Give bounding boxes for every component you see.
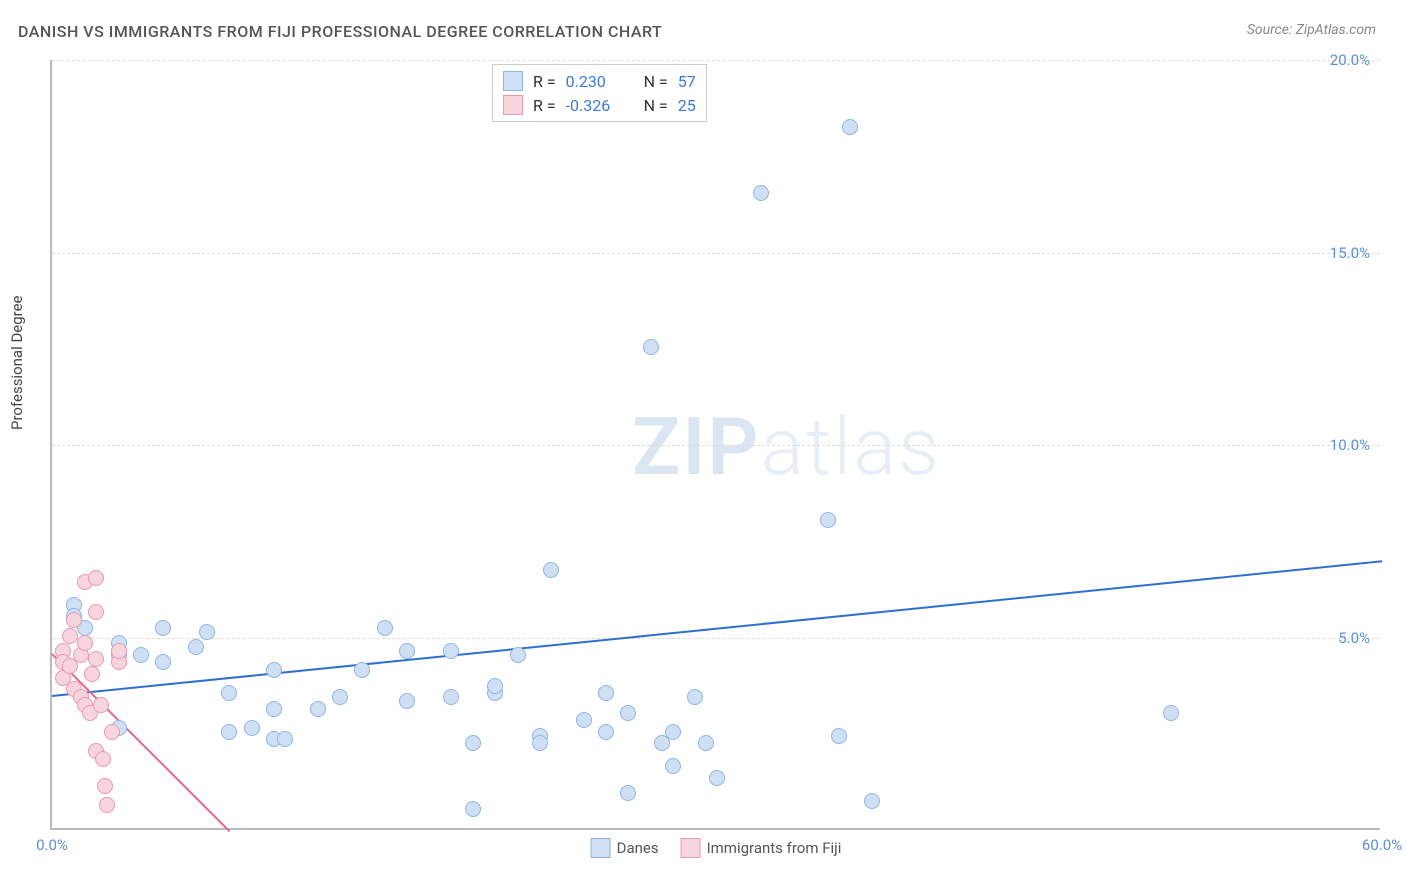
data-point-danes [188,639,204,655]
gridline [52,638,1380,639]
data-point-danes [620,705,636,721]
data-point-danes [1163,705,1179,721]
r-label: R = [533,72,556,91]
data-point-fiji [88,570,104,586]
y-tick-label: 10.0% [1330,436,1370,454]
data-point-danes [377,620,393,636]
data-point-danes [332,689,348,705]
data-point-fiji [95,751,111,767]
data-point-danes [221,724,237,740]
legend-row-danes: R = 0.230 N = 57 [503,69,696,93]
y-axis-label: Professional Degree [8,295,26,430]
gridline [52,445,1380,446]
data-point-fiji [104,724,120,740]
n-value-danes: 57 [678,72,696,91]
data-point-danes [687,689,703,705]
gridline [52,60,1380,61]
data-point-danes [510,647,526,663]
data-point-fiji [88,651,104,667]
data-point-danes [820,512,836,528]
watermark-bold: ZIP [632,400,761,494]
x-tick-label: 0.0% [36,836,68,854]
data-point-danes [709,770,725,786]
data-point-danes [399,693,415,709]
data-point-danes [665,724,681,740]
data-point-fiji [99,797,115,813]
watermark-light: atlas [761,400,941,494]
data-point-danes [310,701,326,717]
data-point-danes [598,724,614,740]
data-point-danes [133,647,149,663]
data-point-danes [598,685,614,701]
data-point-danes [443,643,459,659]
legend-item-fiji: Immigrants from Fiji [681,838,842,858]
data-point-danes [354,662,370,678]
data-point-danes [221,685,237,701]
gridline [52,253,1380,254]
legend-row-fiji: R = -0.326 N = 25 [503,93,696,117]
data-point-danes [831,728,847,744]
data-point-danes [199,624,215,640]
n-label: N = [644,96,668,115]
legend-label-fiji: Immigrants from Fiji [707,839,842,857]
correlation-legend: R = 0.230 N = 57 R = -0.326 N = 25 [492,64,707,122]
legend-swatch-fiji-icon [681,838,701,858]
source-attribution: Source: ZipAtlas.com [1247,22,1376,38]
data-point-danes [665,758,681,774]
data-point-fiji [88,604,104,620]
data-point-fiji [66,612,82,628]
data-point-fiji [62,628,78,644]
data-point-danes [543,562,559,578]
data-point-fiji [97,778,113,794]
data-point-fiji [93,697,109,713]
data-point-danes [532,735,548,751]
data-point-danes [643,339,659,355]
data-point-danes [399,643,415,659]
data-point-fiji [111,643,127,659]
data-point-fiji [77,635,93,651]
n-value-fiji: 25 [678,96,696,115]
data-point-danes [864,793,880,809]
r-label: R = [533,96,556,115]
chart-title: DANISH VS IMMIGRANTS FROM FIJI PROFESSIO… [18,22,662,41]
r-value-fiji: -0.326 [566,96,634,115]
data-point-danes [155,620,171,636]
legend-swatch-danes-icon [591,838,611,858]
data-point-danes [244,720,260,736]
watermark: ZIPatlas [632,400,941,494]
x-tick-label: 60.0% [1362,836,1402,854]
legend-swatch-fiji [503,95,523,115]
series-legend: Danes Immigrants from Fiji [591,838,842,858]
correlation-chart: DANISH VS IMMIGRANTS FROM FIJI PROFESSIO… [0,0,1406,892]
trendline-danes [52,561,1382,698]
data-point-danes [266,701,282,717]
data-point-danes [443,689,459,705]
legend-swatch-danes [503,71,523,91]
data-point-danes [620,785,636,801]
data-point-danes [698,735,714,751]
legend-item-danes: Danes [591,838,659,858]
data-point-fiji [84,666,100,682]
n-label: N = [644,72,668,91]
legend-label-danes: Danes [617,839,659,857]
data-point-danes [277,731,293,747]
y-tick-label: 20.0% [1330,51,1370,69]
r-value-danes: 0.230 [566,72,634,91]
data-point-danes [487,678,503,694]
data-point-danes [753,185,769,201]
data-point-danes [576,712,592,728]
y-tick-label: 15.0% [1330,244,1370,262]
data-point-danes [842,119,858,135]
data-point-danes [465,801,481,817]
plot-area: ZIPatlas R = 0.230 N = 57 R = -0.326 N =… [50,60,1380,830]
data-point-danes [465,735,481,751]
data-point-danes [266,662,282,678]
y-tick-label: 5.0% [1338,629,1370,647]
data-point-danes [155,654,171,670]
